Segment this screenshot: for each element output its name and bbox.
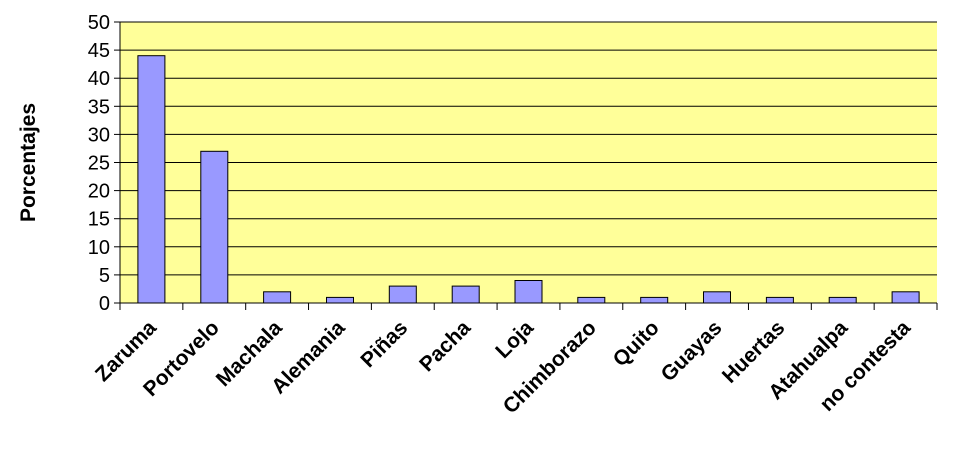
bar-huertas: [765, 296, 794, 304]
bar-chimborazo: [577, 296, 606, 304]
x-tick-label: Pacha: [415, 316, 475, 376]
axes: [114, 21, 938, 310]
bar-zaruma: [137, 55, 166, 304]
x-tick-label: Loja: [491, 316, 538, 363]
bar-portovelo: [200, 150, 229, 304]
x-tick-label: Quito: [609, 316, 664, 371]
bar-no-contesta: [891, 291, 920, 304]
y-tick-label: 10: [88, 237, 110, 259]
bar-machala: [263, 291, 292, 304]
y-tick-label: 35: [88, 96, 110, 118]
x-tick-label: Guayas: [657, 316, 727, 386]
y-tick-label: 50: [88, 12, 110, 34]
y-axis-title: Porcentajes: [17, 103, 40, 222]
y-tick-label: 0: [99, 293, 110, 315]
y-tick-label: 20: [88, 181, 110, 203]
y-tick-label: 5: [99, 265, 110, 287]
y-tick-label: 45: [88, 40, 110, 62]
y-tick-labels: 0 5 10 15 20 25 30 35 40 45 50: [88, 12, 110, 315]
bar-atahualpa: [828, 296, 857, 304]
bars: [137, 55, 920, 304]
bar-alemania: [326, 296, 354, 304]
y-tick-label: 25: [88, 153, 110, 175]
bar-piñas: [388, 285, 417, 304]
bar-quito: [640, 296, 669, 304]
bar-pacha: [451, 285, 480, 304]
bar-loja: [514, 280, 543, 304]
bar-guayas: [703, 291, 731, 304]
y-tick-label: 40: [88, 68, 110, 90]
y-tick-label: 30: [88, 124, 110, 146]
x-tick-label: Piñas: [356, 316, 412, 372]
gridlines: [120, 21, 937, 276]
y-tick-label: 15: [88, 209, 110, 231]
